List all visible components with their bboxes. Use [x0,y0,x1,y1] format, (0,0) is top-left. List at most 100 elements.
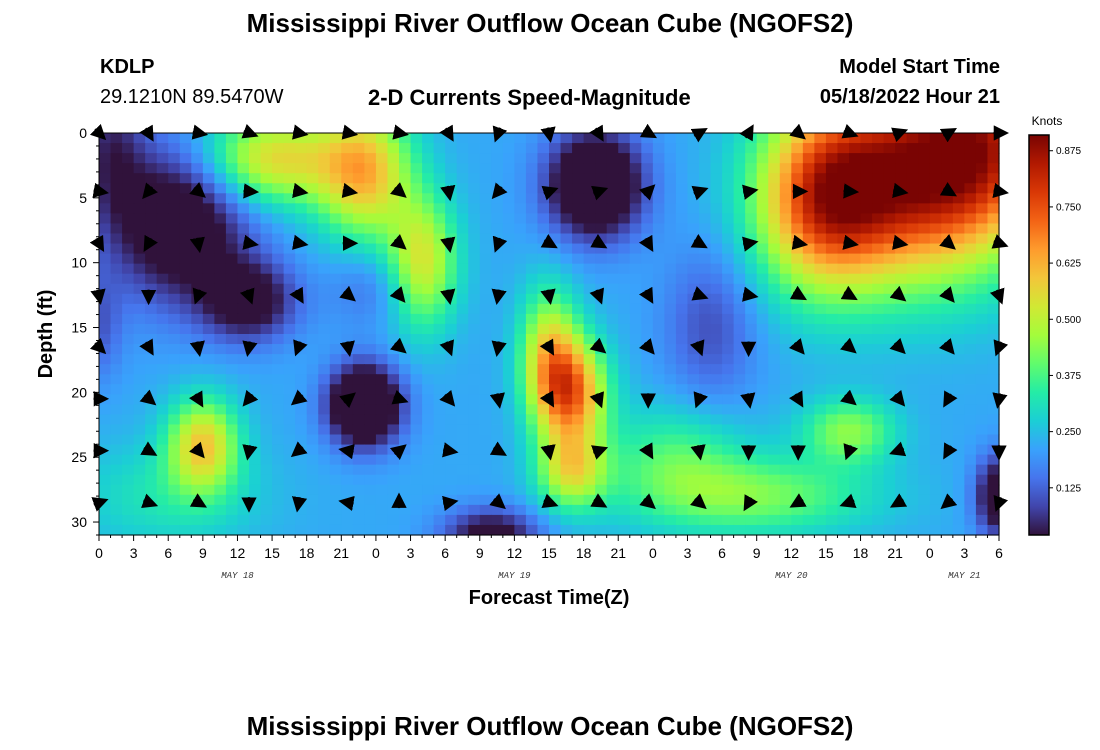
heatmap-cell [318,133,331,144]
heatmap-cell [572,193,585,204]
heatmap-cell [895,514,908,526]
heatmap-cell [318,334,331,345]
heatmap-cell [514,243,527,255]
heatmap-cell [618,263,631,275]
heatmap-cell [664,133,677,144]
heatmap-cell [768,504,781,516]
heatmap-cell [225,424,239,436]
heatmap-cell [872,213,885,225]
heatmap-cell [122,484,135,496]
heatmap-cell [595,243,608,255]
heatmap-cell [156,233,169,245]
heatmap-cell [825,374,839,385]
heatmap-cell [929,153,942,164]
heatmap-cell [814,374,827,385]
heatmap-cell [329,153,342,164]
heatmap-cell [629,133,642,144]
heatmap-cell [479,303,492,315]
heatmap-cell [595,464,608,476]
heatmap-cell [202,133,215,144]
heatmap-cell [664,474,677,486]
heatmap-cell [699,153,712,164]
colorbar-tick-label: 0.375 [1056,371,1081,382]
heatmap-cell [952,464,965,476]
heatmap-cell [352,414,365,426]
heatmap-cell [906,283,919,295]
heatmap-cell [849,334,862,345]
heatmap-cell [629,444,642,456]
heatmap-cell [422,474,435,486]
heatmap-cell [641,303,654,315]
heatmap-cell [122,454,135,466]
heatmap-cell [468,293,481,305]
heatmap-cell [699,163,712,174]
heatmap-cell [433,424,446,436]
heatmap-cell [641,253,654,265]
heatmap-cell [549,384,562,395]
heatmap-cell [952,133,965,144]
heatmap-cell [468,354,481,365]
heatmap-cell [456,273,469,285]
heatmap-cell [802,504,815,516]
heatmap-cell [214,293,227,305]
current-arrow [290,389,308,406]
heatmap-cell [860,404,873,415]
heatmap-cell [837,283,850,295]
current-arrow [938,337,955,355]
heatmap-cell [341,143,354,154]
heatmap-cell [779,193,792,204]
heatmap-cell [722,233,735,245]
heatmap-cell [895,243,908,255]
heatmap-cell [468,494,481,506]
heatmap-cell [168,253,181,265]
heatmap-cell [814,474,827,486]
heatmap-cell [179,424,192,436]
heatmap-cell [837,173,850,184]
heatmap-cell [629,414,642,426]
heatmap-cell [318,163,331,174]
heatmap-cell [110,313,123,325]
heatmap-cell [952,243,965,255]
heatmap-cell [502,253,515,265]
heatmap-cell [341,253,354,265]
heatmap-cell [445,384,458,395]
heatmap-cell [514,313,527,325]
heatmap-cell [641,323,654,335]
heatmap-cell [675,354,689,365]
heatmap-cell [699,213,712,225]
heatmap-cell [895,384,908,395]
heatmap-cell [122,193,135,204]
heatmap-cell [560,233,573,245]
heatmap-cell [249,273,262,285]
heatmap-cell [710,193,723,204]
heatmap-cell [364,323,377,335]
heatmap-cell [306,273,319,285]
heatmap-cell [537,153,550,164]
heatmap-cell [641,504,654,516]
heatmap-cell [237,494,250,506]
current-arrow [889,285,907,302]
heatmap-cell [525,354,539,365]
heatmap-cell [352,243,365,255]
heatmap-cell [675,263,689,275]
heatmap-cell [652,464,665,476]
heatmap-cell [699,183,712,194]
heatmap-cell [929,193,942,204]
heatmap-cell [249,434,262,446]
heatmap-cell [202,283,215,295]
heatmap-cell [537,524,550,536]
heatmap-cell [687,223,700,235]
heatmap-cell [618,414,631,426]
heatmap-cell [964,183,977,194]
current-arrow [389,182,407,198]
heatmap-cell [537,414,550,426]
heatmap-cell [422,233,435,245]
heatmap-cell [756,444,769,456]
current-arrow [938,286,955,303]
heatmap-cell [595,354,608,365]
heatmap-cell [306,253,319,265]
heatmap-cell [837,243,850,255]
heatmap-cell [733,354,746,365]
heatmap-cell [491,454,504,466]
heatmap-cell [99,384,112,395]
